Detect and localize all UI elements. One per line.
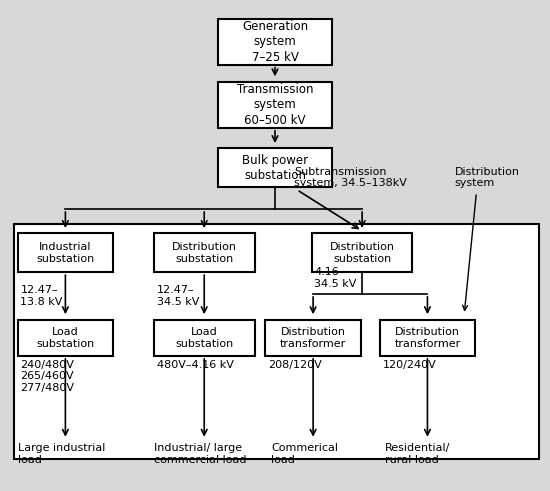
- Text: Distribution
system: Distribution system: [455, 167, 520, 189]
- Bar: [18, 233, 113, 272]
- Bar: [14, 224, 539, 459]
- Text: Distribution
transformer: Distribution transformer: [394, 327, 460, 349]
- Text: 480V–4.16 kV: 480V–4.16 kV: [157, 360, 233, 370]
- Text: 12.47–
34.5 kV: 12.47– 34.5 kV: [157, 285, 199, 307]
- Bar: [266, 320, 361, 356]
- Bar: [154, 233, 255, 272]
- Text: Industrial/ large
commercial load: Industrial/ large commercial load: [154, 443, 246, 464]
- Text: Residential/
rural load: Residential/ rural load: [385, 443, 450, 464]
- Text: Generation
system
7–25 kV: Generation system 7–25 kV: [242, 20, 308, 64]
- Text: Large industrial
load: Large industrial load: [18, 443, 105, 464]
- Text: 12.47–
13.8 kV: 12.47– 13.8 kV: [20, 285, 63, 307]
- Text: 120/240V: 120/240V: [383, 360, 436, 370]
- Text: Distribution
substation: Distribution substation: [329, 242, 394, 264]
- Text: Distribution
substation: Distribution substation: [172, 242, 236, 264]
- Text: 240/480V
265/460V
277/480V: 240/480V 265/460V 277/480V: [20, 360, 74, 393]
- Text: 208/120V: 208/120V: [268, 360, 322, 370]
- Text: Transmission
system
60–500 kV: Transmission system 60–500 kV: [236, 82, 314, 127]
- Text: Bulk power
substation: Bulk power substation: [242, 154, 308, 182]
- Text: Load
substation: Load substation: [175, 327, 233, 349]
- Text: 4.16–
34.5 kV: 4.16– 34.5 kV: [315, 268, 357, 289]
- Bar: [380, 320, 475, 356]
- Bar: [218, 19, 332, 65]
- Bar: [218, 148, 332, 187]
- Text: Load
substation: Load substation: [36, 327, 95, 349]
- Bar: [18, 320, 113, 356]
- Text: Industrial
substation: Industrial substation: [36, 242, 95, 264]
- Bar: [218, 82, 332, 128]
- Text: Commerical
load: Commerical load: [271, 443, 338, 464]
- Bar: [154, 320, 255, 356]
- Text: Subtransmission
system, 34.5–138kV: Subtransmission system, 34.5–138kV: [294, 167, 407, 189]
- Text: Distribution
transformer: Distribution transformer: [280, 327, 346, 349]
- Bar: [312, 233, 412, 272]
